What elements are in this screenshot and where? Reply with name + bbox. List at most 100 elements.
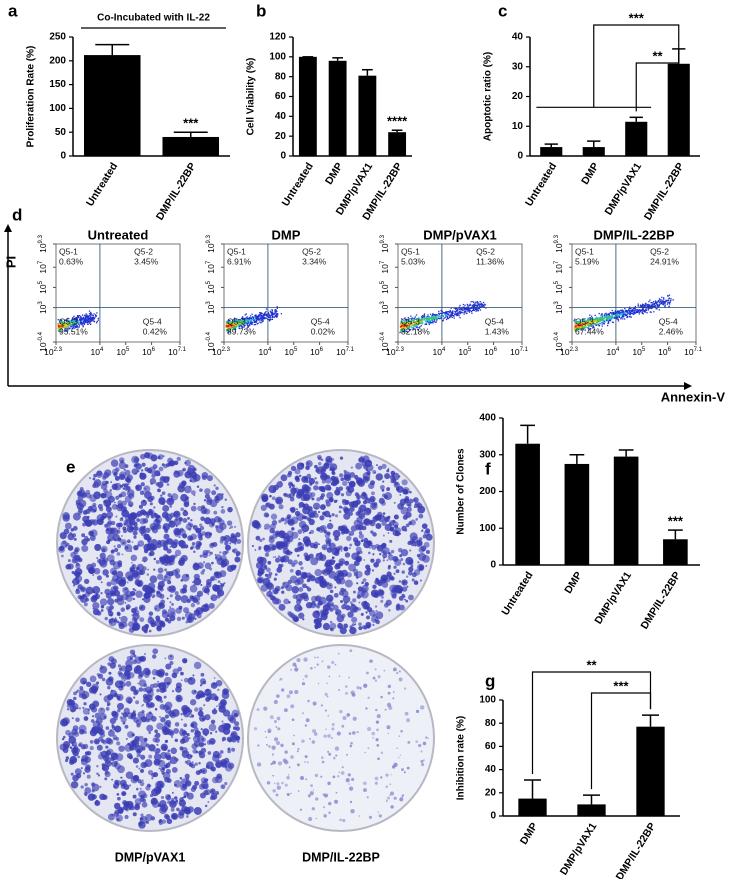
colony: [104, 523, 109, 528]
tick-label: 107.1: [510, 347, 528, 358]
event: [229, 324, 231, 327]
event: [403, 325, 405, 327]
colony: [358, 626, 363, 631]
colony: [298, 587, 304, 592]
event: [580, 326, 583, 328]
colony: [333, 499, 338, 504]
event: [73, 315, 75, 318]
event: [590, 315, 593, 317]
event: [242, 318, 245, 320]
event: [262, 317, 264, 319]
event: [258, 319, 260, 321]
colony: [93, 567, 101, 575]
event: [62, 323, 65, 326]
event: [68, 323, 71, 325]
tick-label: 105: [116, 347, 129, 358]
colony: [113, 585, 119, 591]
event: [65, 319, 68, 321]
event: [231, 326, 234, 329]
tick-exponent: -0.4: [380, 331, 386, 342]
tick-label: 107: [380, 260, 391, 273]
colony: [234, 542, 237, 545]
event: [473, 309, 475, 312]
event: [604, 315, 606, 317]
event: [453, 315, 455, 317]
tick-base: 10: [206, 243, 216, 253]
event: [227, 323, 230, 325]
event: [608, 313, 610, 315]
bar: [83, 55, 141, 157]
event: [633, 311, 635, 314]
event: [624, 314, 626, 317]
colony: [186, 598, 191, 603]
event: [419, 326, 421, 328]
colony: [352, 500, 359, 507]
event: [449, 316, 451, 318]
event: [588, 324, 591, 327]
event: [580, 327, 582, 330]
colony: [123, 468, 126, 471]
event: [425, 318, 428, 320]
event: [413, 321, 415, 323]
colony: [278, 603, 286, 611]
event: [57, 330, 60, 333]
tick-base: 10: [310, 347, 320, 357]
event: [614, 311, 616, 313]
event: [247, 322, 250, 324]
colony: [305, 585, 309, 589]
colony: [197, 505, 203, 512]
event: [668, 302, 670, 304]
colony: [95, 470, 104, 478]
event: [607, 319, 610, 322]
colony: [324, 484, 332, 491]
colony: [405, 599, 409, 603]
colony: [134, 619, 138, 623]
colony: [62, 512, 70, 520]
event: [459, 304, 461, 307]
colony: [104, 491, 113, 499]
tick-base: 10: [44, 347, 54, 357]
event: [428, 319, 430, 321]
tick-exponent: 4: [268, 347, 272, 353]
colony: [408, 559, 414, 565]
event: [246, 322, 248, 324]
event: [577, 321, 579, 323]
colony: [370, 480, 376, 486]
event: [94, 316, 97, 318]
event: [416, 321, 419, 323]
event: [60, 331, 62, 333]
tick-base: 10: [212, 347, 222, 357]
colony: [153, 568, 156, 571]
event: [443, 317, 445, 319]
event: [601, 313, 603, 315]
colony: [421, 529, 424, 532]
colony: [130, 590, 136, 597]
event: [413, 324, 416, 326]
colony: [320, 581, 325, 586]
event: [249, 318, 251, 320]
event: [668, 305, 670, 307]
event: [243, 324, 245, 327]
event: [583, 324, 585, 326]
colony: [348, 533, 351, 536]
event: [235, 324, 237, 326]
event: [463, 309, 465, 311]
event: [236, 326, 238, 328]
event: [574, 326, 576, 328]
event: [609, 311, 612, 314]
event: [67, 324, 70, 326]
event: [609, 319, 611, 322]
event: [448, 311, 451, 314]
colony: [316, 466, 325, 475]
colony: [256, 556, 264, 564]
tick-label: 107.1: [168, 347, 186, 358]
colony: [307, 517, 312, 522]
event: [477, 304, 479, 306]
event: [574, 328, 577, 330]
colony: [407, 570, 413, 576]
event: [576, 323, 578, 326]
event: [604, 321, 606, 323]
event: [425, 323, 427, 325]
event: [77, 321, 79, 323]
